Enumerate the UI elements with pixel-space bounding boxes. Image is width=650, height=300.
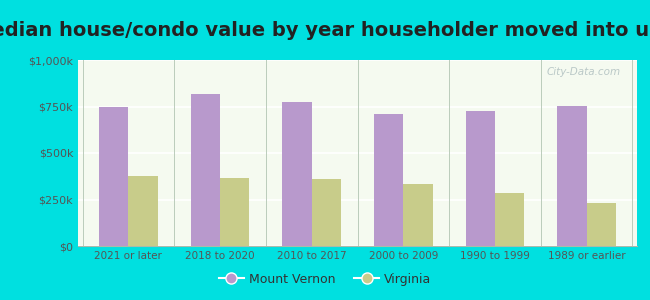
Bar (129, 176, 158, 246)
Bar (312, 179, 341, 246)
Text: City-Data.com: City-Data.com (546, 68, 620, 77)
Bar (374, 114, 403, 246)
Text: Median house/condo value by year householder moved into unit: Median house/condo value by year househo… (0, 21, 650, 40)
Legend: Mount Vernon, Virginia: Mount Vernon, Virginia (214, 268, 436, 291)
Bar (557, 106, 586, 246)
Bar (190, 94, 220, 246)
Bar (99, 106, 129, 246)
Bar (495, 193, 525, 246)
Bar (403, 184, 433, 246)
Bar (220, 178, 250, 246)
Bar (465, 111, 495, 246)
Bar (586, 203, 616, 246)
Bar (282, 102, 312, 246)
